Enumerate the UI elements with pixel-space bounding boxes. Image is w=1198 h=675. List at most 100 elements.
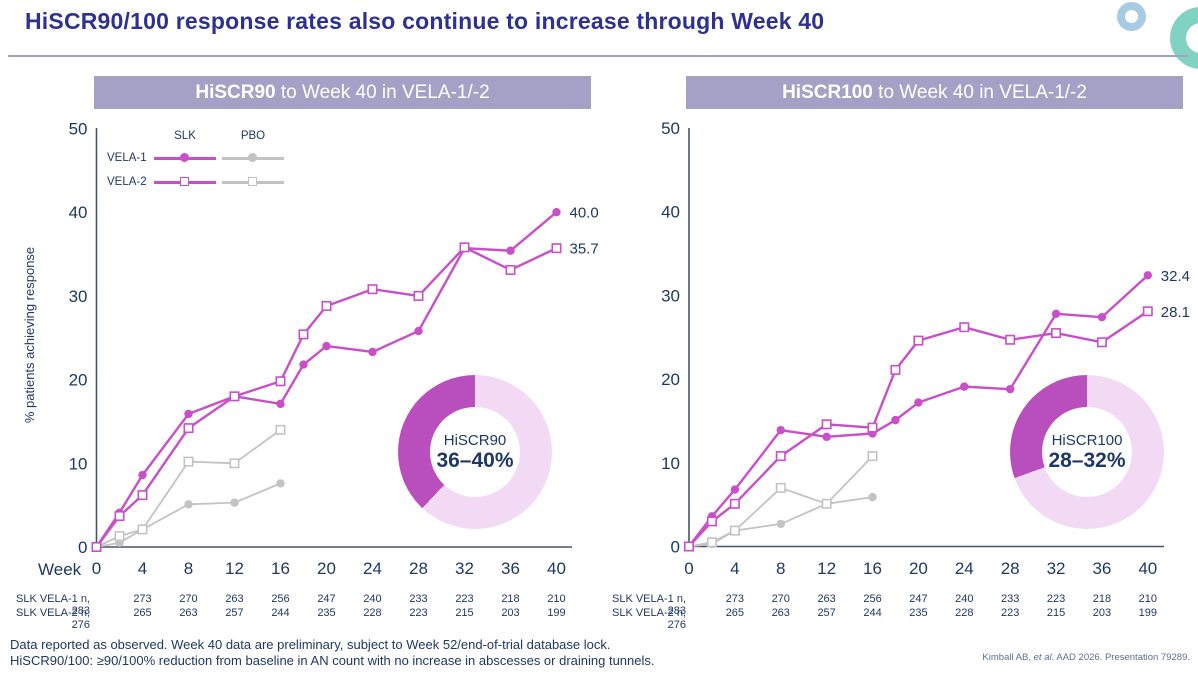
vela1-pbo-sample [222,152,284,164]
svg-text:28.1: 28.1 [1161,304,1190,321]
n-table-row-label: SLK VELA-1 n, 283 [16,593,90,617]
n-table-value: 263 [817,593,836,605]
filled-circle-marker-icon [248,153,257,162]
svg-text:35.7: 35.7 [570,241,599,258]
svg-text:12: 12 [817,559,836,578]
citation-prefix: Kimball AB, [982,652,1034,663]
n-table-value: 265 [133,607,152,619]
svg-text:32: 32 [455,559,474,578]
svg-text:50: 50 [661,119,680,138]
vela2-slk-sample [154,176,216,188]
open-square-marker-icon [180,177,189,186]
x-axis-week-label: Week [38,560,82,579]
n-table-value: 257 [817,607,836,619]
svg-text:24: 24 [363,559,382,578]
svg-text:40: 40 [69,203,88,222]
svg-text:0: 0 [671,538,680,557]
n-table-value: 223 [1046,593,1066,605]
svg-text:40: 40 [547,559,566,578]
n-table-value: 235 [909,607,928,619]
legend-col-slk: SLK [174,130,196,142]
citation-etal: et al. [1033,652,1055,663]
n-table-value: 199 [547,607,566,619]
decorative-ring-icon [1117,2,1146,31]
hiscr90-donut-label: HiSCR90 [443,431,507,449]
vela1-slk-sample [154,152,216,164]
svg-text:4: 4 [138,559,147,578]
svg-text:20: 20 [909,559,928,578]
svg-text:0: 0 [684,559,693,578]
n-table-value: 218 [501,593,520,605]
hiscr100-donut-label: HiSCR100 [1051,431,1123,449]
page-title: HiSCR90/100 response rates also continue… [25,8,825,34]
n-table-value: 203 [501,607,520,619]
series-vela-1-pbo [684,492,877,551]
hiscr100-chart-header: HiSCR100 to Week 40 in VELA-1/-2 [686,76,1183,109]
n-table-value: 270 [179,593,198,605]
y-axis-title: % patients achieving response [22,246,37,424]
n-table-value: 223 [409,607,428,619]
decorative-ring-icon [1170,7,1198,69]
svg-text:10: 10 [69,454,88,473]
vela2-pbo-sample [222,176,284,188]
n-table-value: 223 [455,593,474,605]
n-table-value: 273 [133,593,152,605]
n-table-row-label: SLK VELA-1 n, 283 [612,593,686,617]
hiscr90-donut: HiSCR90 36–40% [398,375,552,529]
svg-text:32: 32 [1047,559,1066,578]
footnotes: Data reported as observed. Week 40 data … [10,637,655,668]
legend-label-vela2: VELA-2 [107,176,147,188]
n-table-value: 228 [955,607,974,619]
n-table-value: 256 [863,593,882,605]
hiscr90-header-bold: HiSCR90 [195,82,276,103]
svg-text:30: 30 [661,286,680,305]
n-table-value: 233 [409,593,428,605]
legend-label-vela1: VELA-1 [107,152,147,164]
n-table-value: 215 [1046,607,1066,619]
hiscr100-header-rest: to Week 40 in VELA-1/-2 [872,82,1087,103]
legend-row-vela2: VELA-2 [103,170,293,194]
n-table-value: 256 [271,593,290,605]
svg-text:0: 0 [92,559,101,578]
svg-text:40: 40 [661,203,680,222]
n-table-value: 247 [909,593,928,605]
legend: SLK PBO VELA-1 VELA-2 [103,130,293,194]
legend-row-vela1: VELA-1 [103,146,293,170]
svg-text:0: 0 [78,538,87,557]
n-table-value: 240 [363,593,382,605]
n-table-value: 203 [1092,607,1112,619]
svg-text:16: 16 [271,559,290,578]
n-table-value: 218 [1092,593,1112,605]
n-table-value: 263 [179,607,198,619]
n-table-value: 273 [725,593,745,605]
hiscr100-donut-hole: HiSCR100 28–32% [1042,407,1132,497]
series-vela-2-pbo [91,424,286,552]
n-table-value: 244 [863,607,882,619]
n-table-row-label: SLK VELA-2 n, 276 [612,607,686,631]
hiscr100-donut-range: 28–32% [1048,448,1126,472]
svg-text:8: 8 [184,559,193,578]
hiscr90-header-rest: to Week 40 in VELA-1/-2 [275,82,490,103]
series-vela-2-pbo [683,451,878,552]
svg-text:10: 10 [661,454,680,473]
svg-text:36: 36 [501,559,520,578]
n-table-value: 240 [955,593,974,605]
hiscr90-donut-range: 36–40% [436,448,514,472]
footnote-line2: HiSCR90/100: ≥90/100% reduction from bas… [10,652,655,668]
n-table-value: 263 [225,593,244,605]
svg-text:30: 30 [69,287,88,306]
hiscr100-donut: HiSCR100 28–32% [1010,375,1164,529]
svg-text:28: 28 [1001,559,1020,578]
n-table-value: 270 [771,593,790,605]
hiscr90-donut-hole: HiSCR90 36–40% [430,407,520,497]
svg-text:40.0: 40.0 [570,205,599,222]
svg-text:16: 16 [863,559,882,578]
n-table-value: 210 [1138,593,1157,605]
svg-text:28: 28 [409,559,428,578]
n-table-value: 210 [547,593,566,605]
svg-text:20: 20 [317,559,336,578]
open-square-marker-icon [248,177,257,186]
hiscr90-chart-header: HiSCR90 to Week 40 in VELA-1/-2 [94,76,591,109]
svg-text:20: 20 [661,370,680,389]
